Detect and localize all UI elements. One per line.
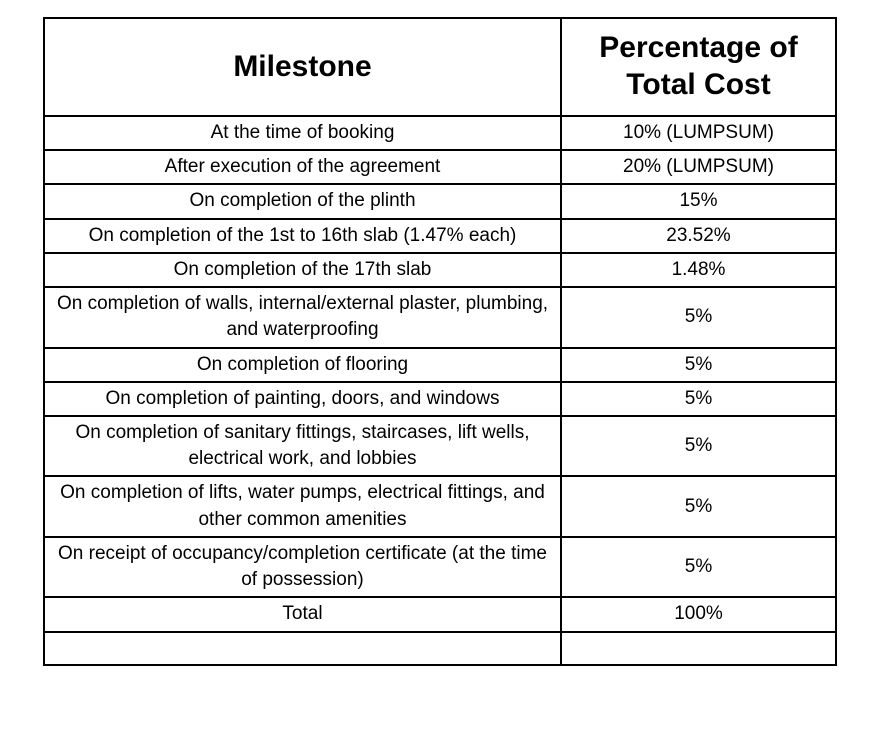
percentage-cell: 5%: [560, 475, 837, 538]
table-row: On completion of lifts, water pumps, ele…: [43, 475, 837, 538]
table-row: On completion of flooring 5%: [43, 346, 837, 383]
percentage-cell: 5%: [560, 380, 837, 417]
table-row: On completion of the 17th slab 1.48%: [43, 251, 837, 289]
header-percentage-of-total-cost: Percentage of Total Cost: [560, 17, 837, 117]
milestone-cell: On completion of painting, doors, and wi…: [43, 380, 562, 417]
percentage-cell: [560, 630, 837, 666]
table-row: On completion of the 1st to 16th slab (1…: [43, 217, 837, 254]
milestone-cell: On completion of the 17th slab: [43, 251, 562, 289]
percentage-cell: 5%: [560, 414, 837, 478]
header-milestone: Milestone: [43, 17, 562, 117]
payment-schedule-table: Milestone Percentage of Total Cost At th…: [43, 17, 837, 666]
percentage-cell: 1.48%: [560, 251, 837, 289]
milestone-cell: On completion of lifts, water pumps, ele…: [43, 475, 562, 538]
percentage-cell: 5%: [560, 346, 837, 383]
table-row: On completion of sanitary fittings, stai…: [43, 414, 837, 478]
table-row: On completion of painting, doors, and wi…: [43, 380, 837, 417]
percentage-cell: 23.52%: [560, 217, 837, 254]
milestone-cell: [43, 630, 562, 666]
percentage-cell: 20% (LUMPSUM): [560, 149, 837, 186]
table-row: At the time of booking 10% (LUMPSUM): [43, 114, 837, 152]
table-row: On completion of walls, internal/externa…: [43, 286, 837, 349]
table-row: [43, 630, 837, 666]
table-header-row: Milestone Percentage of Total Cost: [43, 17, 837, 117]
table-row: On receipt of occupancy/completion certi…: [43, 535, 837, 599]
milestone-cell: On completion of the plinth: [43, 183, 562, 220]
table-row: After execution of the agreement 20% (LU…: [43, 149, 837, 186]
percentage-cell: 5%: [560, 286, 837, 349]
table-row: Total 100%: [43, 596, 837, 633]
percentage-cell: 10% (LUMPSUM): [560, 114, 837, 152]
table-body: At the time of booking 10% (LUMPSUM) Aft…: [43, 114, 837, 666]
milestone-cell: After execution of the agreement: [43, 149, 562, 186]
table-row: On completion of the plinth 15%: [43, 183, 837, 220]
milestone-cell: On completion of sanitary fittings, stai…: [43, 414, 562, 478]
milestone-cell: On completion of flooring: [43, 346, 562, 383]
milestone-cell: On completion of the 1st to 16th slab (1…: [43, 217, 562, 254]
payment-schedule-table-container: Milestone Percentage of Total Cost At th…: [43, 17, 837, 666]
percentage-cell: 5%: [560, 535, 837, 599]
percentage-cell: 15%: [560, 183, 837, 220]
milestone-cell: At the time of booking: [43, 114, 562, 152]
milestone-cell: On completion of walls, internal/externa…: [43, 286, 562, 349]
milestone-cell: On receipt of occupancy/completion certi…: [43, 535, 562, 599]
milestone-cell: Total: [43, 596, 562, 633]
percentage-cell: 100%: [560, 596, 837, 633]
